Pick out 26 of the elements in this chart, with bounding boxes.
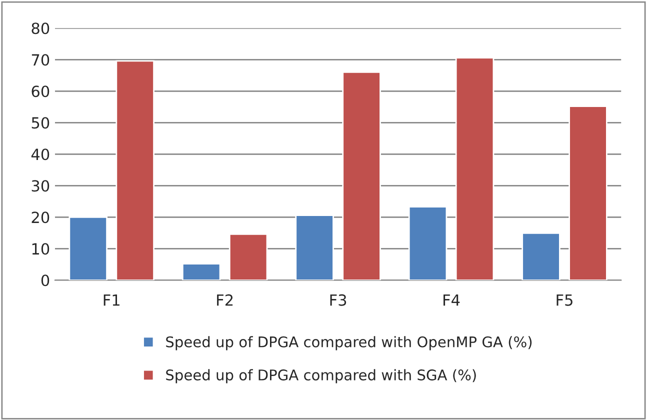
bar <box>455 57 494 280</box>
bar <box>568 106 608 280</box>
x-tick-label: F1 <box>104 294 120 306</box>
y-tick-label: 30 <box>32 180 50 192</box>
bar <box>408 206 448 280</box>
y-tick-label: 50 <box>32 117 50 129</box>
bar <box>228 233 268 280</box>
x-tick-label: F5 <box>556 294 572 306</box>
x-tick-label: F2 <box>217 294 233 306</box>
legend-label: Speed up of DPGA compared with OpenMP GA (%) <box>166 336 532 350</box>
y-tick-label: 60 <box>32 86 50 98</box>
bar <box>116 60 154 280</box>
bar <box>342 72 381 280</box>
x-tick-label: F3 <box>330 294 346 306</box>
y-tick-label: 40 <box>31 148 50 160</box>
legend-label: Speed up of DPGA compared with SGA (%) <box>166 369 476 384</box>
x-tick-label: F4 <box>444 294 460 306</box>
y-tick-label: 80 <box>32 22 50 34</box>
y-tick-label: 0 <box>41 274 50 286</box>
bar <box>295 214 334 280</box>
y-tick-label: 70 <box>32 54 50 66</box>
bar <box>522 232 560 280</box>
bar <box>68 216 108 280</box>
y-tick-label: 10 <box>32 243 50 255</box>
y-tick-label: 20 <box>32 212 50 224</box>
bar <box>182 263 221 280</box>
